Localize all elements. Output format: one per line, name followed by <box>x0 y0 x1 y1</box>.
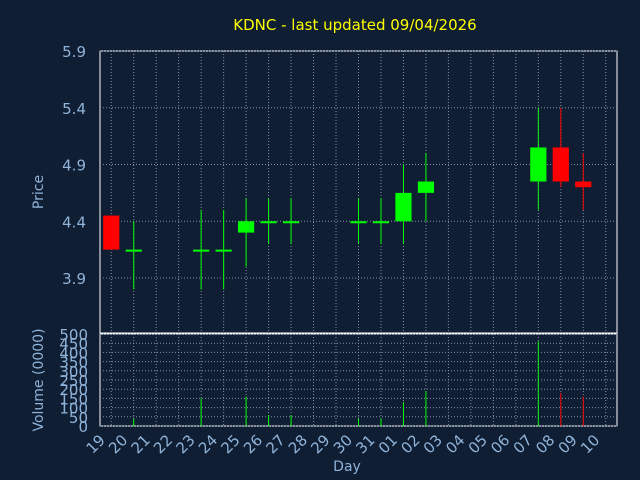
axis-labels: Price Volume (0000) Day <box>31 175 361 475</box>
price-tick-label: 4.4 <box>62 213 86 231</box>
volume-tick-label: 500 <box>59 326 88 344</box>
candle-body <box>282 221 300 224</box>
candle-body <box>530 147 547 182</box>
price-tick-label: 3.9 <box>62 270 86 288</box>
volume-tick-label: 300 <box>59 363 88 381</box>
price-tick-label: 5.4 <box>62 100 86 118</box>
volume-tick-label: 400 <box>59 344 88 362</box>
price-plot-area <box>103 107 592 290</box>
volume-plot-area <box>133 341 584 426</box>
volume-tick-label: 100 <box>59 400 88 418</box>
volume-tick-label: 0 <box>78 418 88 436</box>
candle-body <box>260 221 277 224</box>
volume-tick-label: 450 <box>59 335 88 353</box>
chart-title: KDNC - last updated 09/04/2026 <box>233 16 476 34</box>
price-tick-label: 4.9 <box>62 157 86 175</box>
x-axis-ticks: 1920212223242526272829303101020304050607… <box>83 431 604 457</box>
x-tick-label: 10 <box>577 431 603 457</box>
candle-body <box>193 249 210 252</box>
candle-body <box>350 221 367 224</box>
volume-tick-label: 350 <box>59 354 88 372</box>
candle-body <box>395 192 412 222</box>
volume-tick-label: 250 <box>59 372 88 390</box>
volume-tick-label: 50 <box>69 409 88 427</box>
volume-tick-label: 150 <box>59 390 88 408</box>
price-grid: 5.9 5.4 4.9 4.4 3.9 <box>62 43 618 334</box>
price-axis-label: Price <box>31 175 47 209</box>
candle-body <box>575 181 592 188</box>
candle-body <box>417 181 435 193</box>
candle-body <box>103 215 120 250</box>
volume-axis-label: Volume (0000) <box>31 328 47 431</box>
price-tick-label: 5.9 <box>62 43 86 61</box>
candle-body <box>125 249 142 252</box>
candle-body <box>372 221 390 224</box>
candle-body <box>238 221 255 233</box>
x-axis-label: Day <box>333 459 361 475</box>
candle-body <box>552 147 569 182</box>
candle-body <box>215 249 232 252</box>
volume-tick-label: 200 <box>59 381 88 399</box>
